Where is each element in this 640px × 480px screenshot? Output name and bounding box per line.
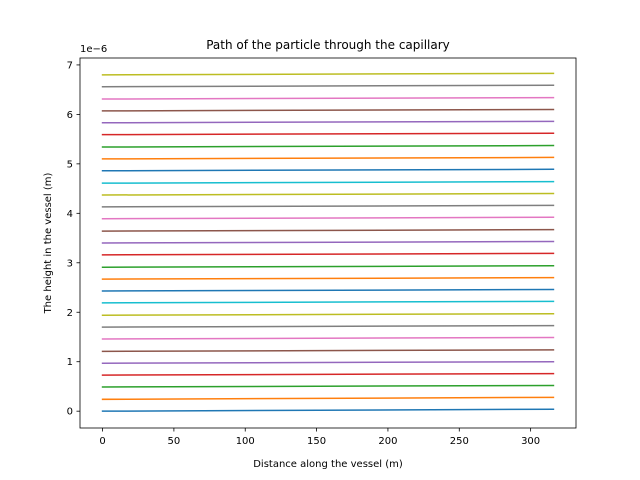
series-line-15 bbox=[101, 240, 555, 244]
series-line-24 bbox=[101, 132, 555, 136]
series-line-29 bbox=[101, 72, 555, 76]
series-line-3 bbox=[101, 384, 555, 388]
series-line-11 bbox=[101, 288, 555, 292]
series-line-9 bbox=[101, 312, 555, 316]
series-line-23 bbox=[101, 144, 555, 148]
y-tick-label: 6 bbox=[67, 110, 73, 121]
series-line-13 bbox=[101, 264, 555, 268]
y-tick-label: 1 bbox=[67, 357, 73, 368]
y-axis-label: The height in the vessel (m) bbox=[43, 172, 54, 314]
series-line-25 bbox=[101, 120, 555, 124]
series-line-22 bbox=[101, 156, 555, 160]
y-offset-label: 1e−6 bbox=[80, 44, 107, 55]
series-line-4 bbox=[101, 372, 555, 376]
series-line-2 bbox=[101, 396, 555, 401]
series-line-1 bbox=[101, 408, 555, 412]
x-tick-label: 100 bbox=[236, 436, 255, 447]
series-line-7 bbox=[101, 336, 555, 340]
x-tick-label: 150 bbox=[307, 436, 326, 447]
series-line-20 bbox=[101, 180, 555, 184]
y-tick-label: 5 bbox=[67, 159, 73, 170]
series-line-16 bbox=[101, 228, 555, 232]
series-line-21 bbox=[101, 168, 555, 172]
series-line-10 bbox=[101, 300, 555, 304]
series-line-27 bbox=[101, 96, 555, 100]
series-layer bbox=[101, 72, 555, 412]
series-line-26 bbox=[101, 108, 555, 112]
series-line-14 bbox=[101, 252, 555, 256]
x-axis-label: Distance along the vessel (m) bbox=[253, 459, 403, 470]
y-tick-label: 2 bbox=[67, 308, 73, 319]
series-line-6 bbox=[101, 349, 555, 353]
x-tick-label: 200 bbox=[378, 436, 397, 447]
series-line-18 bbox=[101, 204, 555, 208]
x-tick-label: 250 bbox=[450, 436, 469, 447]
series-line-12 bbox=[101, 276, 555, 280]
series-line-17 bbox=[101, 216, 555, 220]
series-line-28 bbox=[101, 84, 555, 88]
x-tick-label: 0 bbox=[99, 436, 105, 447]
plot-frame bbox=[79, 57, 577, 429]
y-axis: 0 1 2 3 4 5 6 7 bbox=[67, 60, 80, 418]
y-tick-label: 4 bbox=[67, 209, 73, 220]
series-line-19 bbox=[101, 192, 555, 196]
x-tick-label: 50 bbox=[168, 436, 181, 447]
series-line-8 bbox=[101, 324, 555, 328]
x-tick-label: 300 bbox=[521, 436, 540, 447]
y-tick-label: 7 bbox=[67, 60, 73, 71]
y-tick-label: 3 bbox=[67, 258, 73, 269]
x-axis: 0 50 100 150 200 250 300 bbox=[99, 428, 540, 447]
series-line-5 bbox=[101, 360, 555, 364]
chart-title: Path of the particle through the capilla… bbox=[206, 38, 450, 52]
y-tick-label: 0 bbox=[67, 407, 73, 418]
